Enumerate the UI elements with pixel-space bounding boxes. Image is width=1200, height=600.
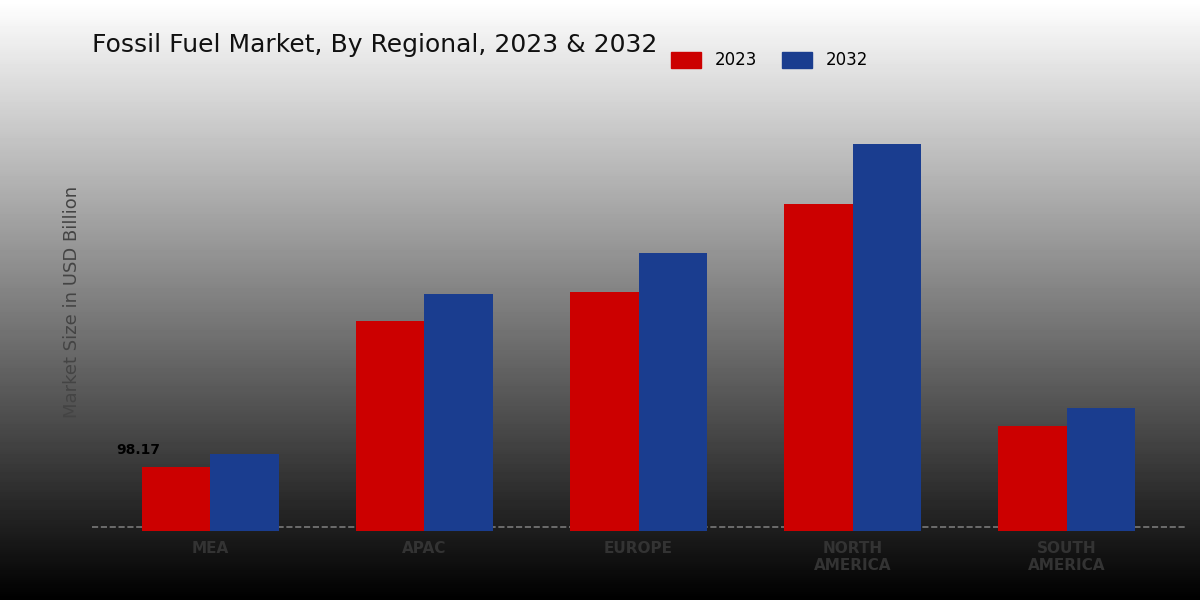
Legend: 2023, 2032: 2023, 2032	[665, 44, 875, 76]
Y-axis label: Market Size in USD Billion: Market Size in USD Billion	[62, 186, 82, 418]
Text: Fossil Fuel Market, By Regional, 2023 & 2032: Fossil Fuel Market, By Regional, 2023 & …	[92, 33, 658, 57]
Bar	[638, 253, 707, 531]
Bar	[425, 294, 493, 531]
Bar	[784, 204, 853, 531]
Text: 98.17: 98.17	[116, 443, 161, 457]
Bar	[570, 292, 638, 531]
Bar	[142, 467, 210, 531]
Bar	[998, 426, 1067, 531]
Bar	[356, 322, 425, 531]
Bar	[853, 143, 922, 531]
Bar	[210, 454, 278, 531]
Bar	[1067, 408, 1135, 531]
